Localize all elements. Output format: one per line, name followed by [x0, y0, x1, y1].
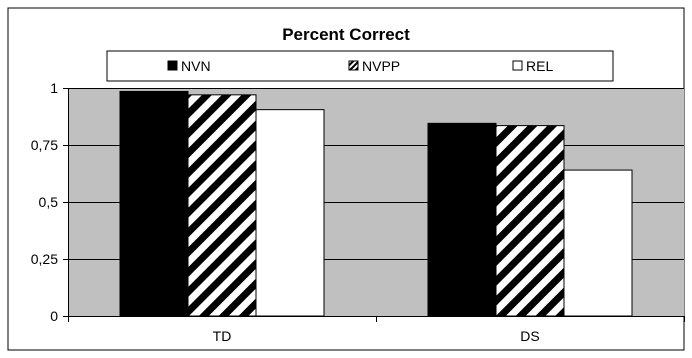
- axes: [63, 88, 685, 322]
- bar-nvpp-td: [187, 94, 257, 317]
- y-tick-labels: 0 0,25 0,5 0,75 1: [31, 80, 58, 324]
- bar-nvn-ds: [427, 122, 497, 317]
- bar-nvn-td: [119, 90, 189, 317]
- chart-title: Percent Correct: [282, 25, 410, 44]
- y-tick-label: 0,75: [31, 137, 58, 153]
- x-tick-labels: TD DS: [213, 328, 540, 344]
- y-tick-label: 0: [50, 308, 58, 324]
- legend-box: [106, 50, 614, 82]
- y-tick-label: 0,25: [31, 251, 58, 267]
- bar-nvpp-ds: [495, 125, 565, 317]
- bars: [119, 90, 633, 317]
- legend: NVN NVPP REL: [167, 58, 553, 74]
- bar-rel-td: [255, 109, 325, 317]
- legend-swatch-nvn: [167, 60, 178, 71]
- x-tick-label: TD: [213, 328, 232, 344]
- x-tick-label: DS: [520, 328, 539, 344]
- legend-swatch-nvpp: [348, 60, 359, 71]
- y-tick-label: 1: [50, 80, 58, 96]
- legend-label-rel: REL: [526, 58, 553, 74]
- legend-label-nvn: NVN: [181, 58, 211, 74]
- legend-swatch-rel: [512, 60, 523, 71]
- bar-rel-ds: [563, 169, 633, 317]
- legend-label-nvpp: NVPP: [362, 58, 400, 74]
- y-tick-label: 0,5: [39, 194, 59, 210]
